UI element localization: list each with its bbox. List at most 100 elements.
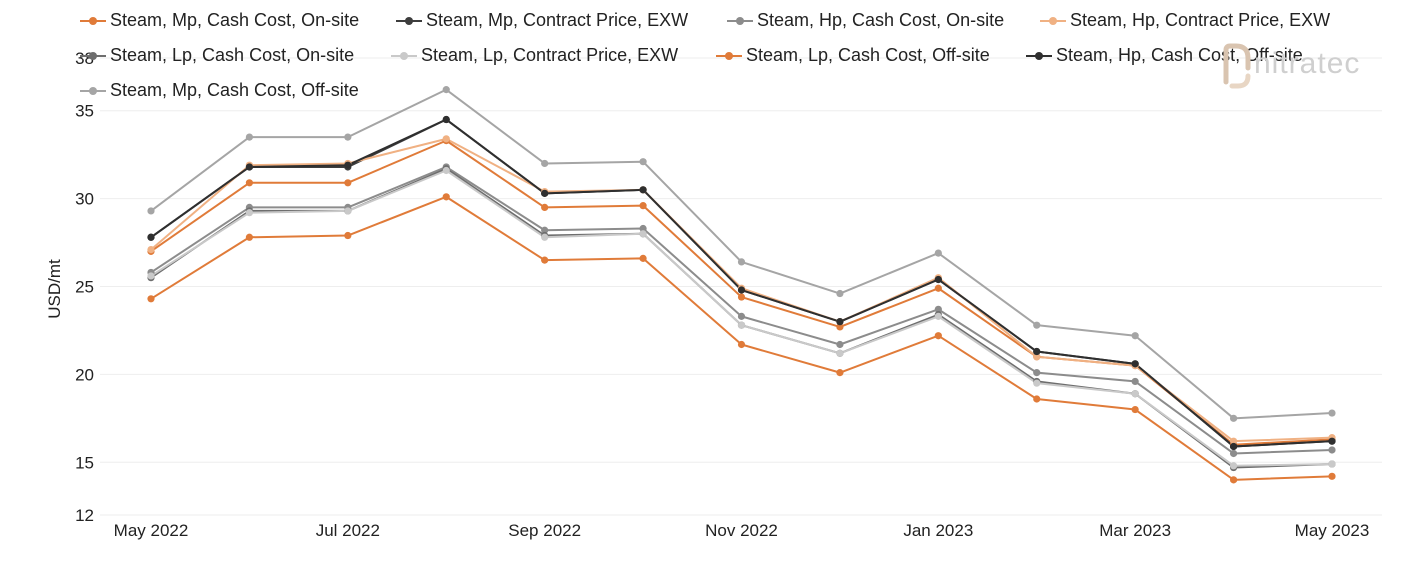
- series-line-1: [150, 118, 1333, 448]
- data-point: [934, 312, 942, 320]
- data-point: [639, 254, 647, 262]
- legend-item[interactable]: Steam, Mp, Cash Cost, On-site: [80, 10, 359, 31]
- data-point: [934, 275, 942, 284]
- data-point: [1229, 414, 1238, 422]
- legend-item[interactable]: Steam, Hp, Contract Price, EXW: [1040, 10, 1330, 31]
- data-point: [1328, 460, 1336, 468]
- x-tick-label: Nov 2022: [705, 521, 778, 540]
- legend-item[interactable]: Steam, Hp, Cash Cost, On-site: [727, 10, 1004, 31]
- data-point: [1033, 347, 1041, 356]
- legend-item[interactable]: Steam, Lp, Cash Cost, Off-site: [716, 45, 990, 66]
- data-point: [737, 286, 746, 294]
- data-point: [934, 249, 942, 257]
- data-point: [1033, 321, 1041, 329]
- x-tick-label: May 2022: [114, 521, 189, 540]
- y-axis-label: USD/mt: [45, 259, 64, 319]
- data-point: [1131, 390, 1139, 398]
- data-point: [541, 203, 549, 212]
- legend-swatch: [727, 16, 753, 26]
- data-point: [245, 179, 254, 187]
- data-point: [836, 369, 844, 377]
- data-point: [934, 332, 942, 340]
- data-point: [737, 312, 746, 320]
- legend-swatch: [80, 51, 106, 61]
- data-point: [1131, 377, 1139, 386]
- legend-swatch: [80, 16, 106, 26]
- legend-swatch: [391, 51, 417, 61]
- data-point: [1131, 405, 1139, 414]
- data-point: [934, 305, 942, 313]
- data-point: [639, 224, 647, 233]
- legend-label: Steam, Hp, Contract Price, EXW: [1070, 10, 1331, 30]
- legend-label: Steam, Lp, Cash Cost, On-site: [110, 45, 355, 65]
- data-point: [1033, 395, 1041, 403]
- legend-swatch: [396, 16, 422, 26]
- data-point: [147, 245, 155, 254]
- data-point: [245, 233, 254, 241]
- data-point: [639, 202, 647, 210]
- data-point: [737, 258, 746, 266]
- series-line-7: [150, 118, 1333, 448]
- y-tick-label: 25: [75, 278, 94, 297]
- legend-label: Steam, Lp, Cash Cost, Off-site: [746, 45, 990, 65]
- data-point: [442, 193, 450, 201]
- data-point: [245, 163, 254, 171]
- data-point: [1229, 442, 1238, 451]
- data-point: [147, 233, 155, 241]
- y-tick-label: 12: [75, 506, 94, 525]
- data-point: [1328, 409, 1336, 417]
- nitratec-logo-icon: [1223, 43, 1251, 89]
- data-point: [147, 272, 155, 280]
- legend-label: Steam, Hp, Cash Cost, Off-site: [1056, 45, 1303, 65]
- legend-item[interactable]: Steam, Lp, Cash Cost, On-site: [80, 45, 354, 66]
- y-tick-label: 30: [75, 190, 94, 209]
- data-point: [1328, 472, 1336, 480]
- data-point: [1033, 379, 1041, 387]
- data-point: [934, 284, 942, 292]
- brand-name: nitratec: [1254, 47, 1361, 80]
- legend-item[interactable]: Steam, Mp, Cash Cost, Off-site: [80, 80, 359, 101]
- data-point: [442, 86, 450, 94]
- y-tick-label: 20: [75, 365, 94, 384]
- legend-item[interactable]: Steam, Hp, Cash Cost, Off-site: [1026, 45, 1303, 66]
- data-point: [344, 133, 352, 141]
- data-point: [541, 256, 549, 264]
- data-point: [245, 209, 254, 217]
- data-point: [541, 159, 549, 168]
- legend-label: Steam, Mp, Contract Price, EXW: [426, 10, 689, 30]
- data-point: [836, 349, 844, 357]
- legend-label: Steam, Mp, Cash Cost, Off-site: [110, 80, 359, 100]
- series-line-6: [150, 195, 1333, 481]
- gridlines: [100, 57, 1382, 516]
- data-point: [1033, 369, 1041, 377]
- data-point: [442, 135, 450, 143]
- data-point: [1328, 446, 1336, 454]
- data-point: [737, 293, 746, 301]
- data-point: [442, 115, 450, 124]
- series-line-8: [150, 88, 1333, 420]
- legend-swatch: [716, 51, 742, 61]
- data-point: [1131, 332, 1139, 340]
- legend-swatch: [80, 86, 106, 96]
- data-point: [344, 161, 352, 169]
- legend-item[interactable]: Steam, Lp, Contract Price, EXW: [391, 45, 678, 66]
- data-point: [836, 340, 844, 349]
- data-point: [1033, 353, 1041, 361]
- data-point: [541, 233, 549, 241]
- legend-item[interactable]: Steam, Mp, Contract Price, EXW: [396, 10, 688, 31]
- legend-swatch: [1026, 51, 1052, 61]
- data-point: [737, 340, 746, 349]
- data-point: [737, 321, 746, 329]
- data-point: [1229, 437, 1238, 445]
- data-point: [344, 207, 352, 215]
- x-tick-label: Sep 2022: [508, 521, 581, 540]
- x-tick-label: Jul 2022: [316, 521, 380, 540]
- legend-label: Steam, Lp, Contract Price, EXW: [421, 45, 679, 65]
- x-tick-label: Jan 2023: [903, 521, 973, 540]
- data-point: [1131, 360, 1139, 368]
- legend-label: Steam, Hp, Cash Cost, On-site: [757, 10, 1005, 30]
- legend-swatch: [1040, 16, 1066, 26]
- y-tick-label: 15: [75, 453, 94, 472]
